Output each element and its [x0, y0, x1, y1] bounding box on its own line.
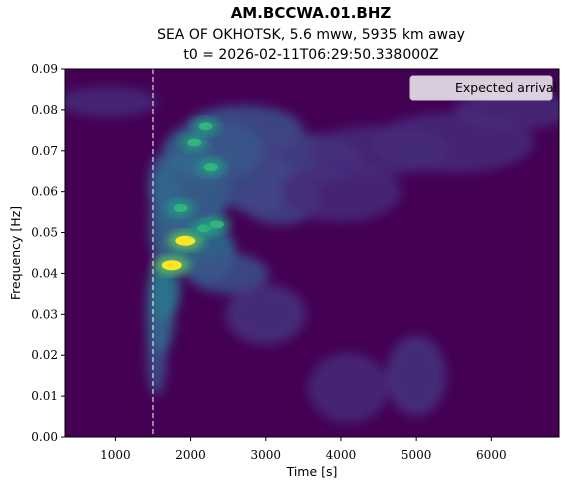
- y-tick-label: 0.06: [31, 185, 58, 199]
- legend-box: [409, 75, 553, 101]
- energy-blob: [308, 352, 389, 423]
- heatmap-hotspots: [153, 118, 231, 275]
- hotspot-core: [161, 260, 182, 271]
- hotspot-core: [173, 204, 188, 213]
- hotspot-core: [198, 122, 213, 131]
- y-tick-label: 0.05: [31, 226, 58, 240]
- x-axis-label: Time [s]: [286, 464, 338, 479]
- x-axis-ticks: 1000 2000 3000 4000 5000 6000: [100, 437, 507, 462]
- y-tick-label: 0.09: [31, 62, 58, 76]
- hotspot-core: [187, 138, 202, 147]
- hotspot: [191, 118, 220, 135]
- hotspot-core: [175, 235, 196, 246]
- x-tick-label: 6000: [476, 448, 507, 462]
- x-tick-label: 1000: [100, 448, 131, 462]
- energy-blob: [148, 259, 181, 320]
- y-tick-label: 0.04: [31, 266, 58, 280]
- energy-blob: [65, 86, 158, 117]
- y-tick-label: 0.02: [31, 348, 58, 362]
- energy-blob: [225, 284, 306, 345]
- hotspot-core: [209, 220, 224, 229]
- hotspot: [202, 216, 231, 233]
- hotspot: [166, 200, 195, 217]
- x-tick-label: 3000: [250, 448, 281, 462]
- hotspot: [153, 256, 190, 275]
- chart-origin-time: t0 = 2026-02-11T06:29:50.338000Z: [183, 47, 438, 63]
- hotspot: [196, 159, 225, 176]
- hotspot: [180, 134, 209, 151]
- x-tick-label: 2000: [175, 448, 206, 462]
- legend-label: Expected arrival: [455, 80, 557, 95]
- y-axis-ticks: 0.00 0.01 0.02 0.03 0.04 0.05 0.06 0.07 0.08 0.09: [31, 62, 65, 444]
- y-tick-label: 0.07: [31, 144, 58, 158]
- hotspot: [167, 231, 204, 250]
- y-tick-label: 0.08: [31, 103, 58, 117]
- x-tick-label: 4000: [326, 448, 357, 462]
- x-tick-label: 5000: [401, 448, 432, 462]
- energy-blob: [188, 253, 269, 294]
- hotspot-core: [203, 163, 218, 172]
- y-axis-label: Frequency [Hz]: [8, 206, 23, 300]
- energy-blob: [280, 161, 401, 222]
- legend: Expected arrival: [409, 75, 557, 101]
- plot-area: [65, 69, 559, 437]
- chart-subtitle: SEA OF OKHOTSK, 5.6 mww, 5935 km away: [157, 27, 465, 43]
- y-tick-label: 0.03: [31, 307, 58, 321]
- energy-blob: [386, 335, 447, 416]
- plot-frame: [64, 68, 560, 438]
- y-tick-label: 0.01: [31, 389, 58, 403]
- chart-title: AM.BCCWA.01.BHZ: [231, 4, 392, 22]
- y-tick-label: 0.00: [31, 430, 58, 444]
